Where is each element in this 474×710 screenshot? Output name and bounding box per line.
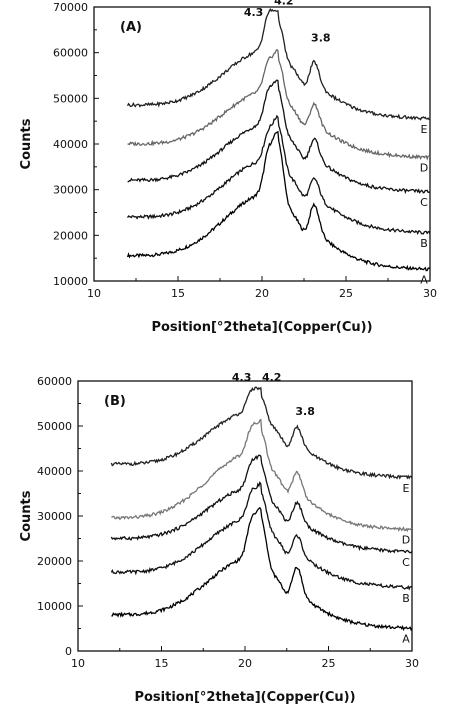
y-tick-label: 30000: [53, 184, 88, 197]
x-tick-label: 25: [339, 287, 353, 300]
x-tick-label: 20: [255, 287, 269, 300]
series-label-c: C: [402, 556, 410, 569]
series-line-d: [111, 418, 413, 533]
series-line-b: [127, 114, 431, 236]
x-tick-label: 10: [87, 287, 101, 300]
y-tick-label: 10000: [53, 275, 88, 288]
y-tick-label: 40000: [37, 465, 72, 478]
chart-panel-b: 10 15 20 25 30 0 10000 20000 30000 40000 50000 6000…: [19, 371, 419, 705]
series-label-d: D: [420, 162, 428, 175]
x-axis-title: Position[°2theta](Copper(Cu)): [151, 320, 372, 335]
panel-label: (B): [104, 394, 126, 409]
y-tick-label: 60000: [53, 47, 88, 60]
peak-annotation: 3.8: [295, 405, 315, 418]
peak-annotation: 4.2: [262, 371, 282, 384]
y-tick-label: 10000: [37, 600, 72, 613]
series-line-e: [110, 386, 413, 480]
series-label-e: E: [403, 482, 410, 495]
x-tick-label: 25: [322, 657, 336, 670]
y-tick-label: 70000: [53, 1, 88, 14]
series-line-a: [126, 130, 431, 272]
peak-annotation: 4.3: [232, 371, 252, 384]
y-tick-label: 50000: [53, 92, 88, 105]
peak-annotation: 3.8: [311, 31, 331, 44]
x-tick-label: 30: [423, 287, 437, 300]
series-line-b: [110, 480, 413, 591]
series-label-b: B: [402, 592, 410, 605]
series-line-d: [127, 48, 431, 161]
y-tick-label: 20000: [37, 555, 72, 568]
x-tick-label: 10: [71, 657, 85, 670]
series-label-e: E: [421, 123, 428, 136]
y-tick-label: 40000: [53, 138, 88, 151]
series-label-b: B: [420, 237, 428, 250]
series-label-a: A: [402, 633, 410, 646]
y-tick-label: 50000: [37, 420, 72, 433]
series-line-e: [127, 7, 431, 121]
y-tick-label: 60000: [37, 375, 72, 388]
peak-annotation: 4.2: [274, 0, 294, 8]
peak-annotation: 4.3: [244, 6, 264, 19]
series-line-a: [111, 506, 413, 632]
x-axis-title: Position[°2theta](Copper(Cu)): [134, 690, 355, 705]
panel-label: (A): [120, 20, 142, 35]
series-line-c: [110, 454, 413, 554]
y-axis-title: Counts: [19, 118, 34, 169]
plot-frame: [77, 380, 413, 652]
series-label-a: A: [420, 274, 428, 287]
series-label-c: C: [420, 196, 428, 209]
y-tick-label: 20000: [53, 229, 88, 242]
x-tick-label: 30: [405, 657, 419, 670]
x-tick-label: 15: [171, 287, 185, 300]
series-label-d: D: [402, 534, 410, 547]
x-tick-label: 15: [155, 657, 169, 670]
series-line-c: [127, 79, 431, 195]
y-tick-label: 0: [65, 645, 72, 658]
x-tick-label: 20: [238, 657, 252, 670]
y-tick-label: 30000: [37, 510, 72, 523]
chart-panel-a: 10 15 20 25 30 10000 20000 30000 40000 50000 60000…: [19, 0, 437, 335]
y-axis-title: Counts: [19, 490, 34, 541]
